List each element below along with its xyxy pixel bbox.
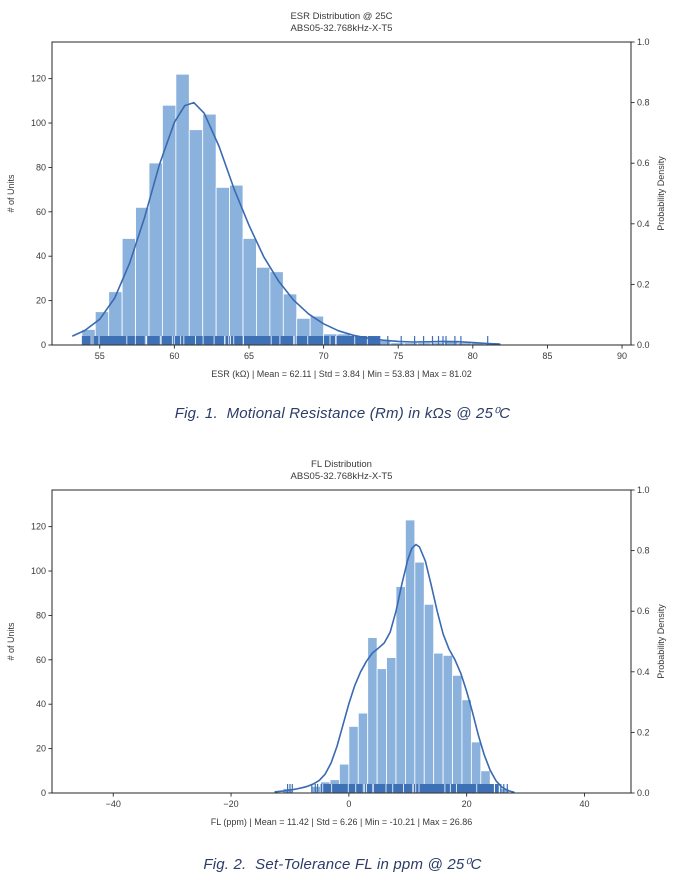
histogram-bar — [269, 271, 284, 346]
histogram-bar — [386, 657, 397, 794]
y-left-tick-label: 80 — [36, 610, 46, 620]
fl-distribution-chart: −40 −20 0 20 40 0 20 40 60 80 100 120 0.0 0.2 0.4 0.6 0.… — [6, 459, 666, 827]
histogram-bars — [282, 519, 510, 794]
x-tick-label: −40 — [106, 799, 121, 809]
y-right-tick-label: 0.2 — [637, 279, 650, 289]
histogram-bar — [348, 726, 359, 794]
y-right-tick-label: 0.0 — [637, 340, 650, 350]
x-tick-label: 55 — [95, 351, 105, 361]
chart-title: FL Distribution — [311, 459, 372, 470]
y-right-tick-label: 0.4 — [637, 219, 650, 229]
y-left-tick-label: 20 — [36, 296, 46, 306]
y-left-tick-label: 60 — [36, 655, 46, 665]
y-right-tick-label: 0.6 — [637, 606, 650, 616]
x-tick-label: 75 — [393, 351, 403, 361]
x-tick-label: 85 — [542, 351, 552, 361]
y-axis-label-right: Probability Density — [656, 604, 666, 679]
histogram-bar — [242, 238, 257, 346]
histogram-bar — [414, 561, 425, 794]
figure2-caption: Fig. 2. Set-Tolerance FL in ppm @ 25⁰C — [203, 856, 482, 873]
histogram-bar — [175, 73, 190, 346]
rug-plot — [81, 336, 489, 345]
histogram-bar — [461, 699, 472, 794]
y-right-tick-label: 0.8 — [637, 546, 650, 556]
histogram-bar — [229, 184, 244, 346]
figure1-caption: Fig. 1. Motional Resistance (Rm) in kΩs … — [174, 405, 511, 422]
kde-curve — [274, 543, 515, 793]
y-left-tick-label: 120 — [31, 522, 46, 532]
kde-curve — [72, 101, 501, 345]
y-right-tick-label: 1.0 — [637, 37, 650, 47]
y-right-tick-label: 0.4 — [637, 667, 650, 677]
histogram-bar — [395, 586, 406, 794]
y-left-tick-label: 100 — [31, 118, 46, 128]
histogram-bar — [215, 186, 230, 346]
histogram-bar — [367, 637, 378, 794]
x-tick-label: 70 — [319, 351, 329, 361]
y-left-tick-label: 20 — [36, 744, 46, 754]
y-right-tick-label: 1.0 — [637, 485, 650, 495]
chart-subtitle: ABS05-32.768kHz-X-T5 — [291, 23, 393, 34]
esr-distribution-chart: 55 60 65 70 75 80 85 90 0 20 40 60 80 100 120 0.0 0.2 0.4… — [6, 11, 666, 379]
x-tick-label: 65 — [244, 351, 254, 361]
x-tick-label: 60 — [169, 351, 179, 361]
y-right-tick-label: 0.0 — [637, 788, 650, 798]
histogram-bar — [188, 129, 204, 346]
histogram-bar — [148, 162, 163, 346]
x-tick-label: 20 — [462, 799, 472, 809]
histogram-bar — [452, 674, 463, 794]
rug-plot — [287, 784, 508, 793]
y-axis-label-left: # of Units — [6, 622, 16, 661]
chart-title: ESR Distribution @ 25C — [290, 11, 392, 22]
y-right-tick-label: 0.6 — [637, 158, 650, 168]
x-tick-label: 90 — [617, 351, 627, 361]
y-left-tick-label: 80 — [36, 162, 46, 172]
histogram-bars — [81, 73, 499, 346]
y-axis-label-left: # of Units — [6, 174, 16, 213]
y-left-tick-label: 0 — [41, 788, 46, 798]
axes: 55 60 65 70 75 80 85 90 0 20 40 60 80 100 120 0.0 0.2 0.4… — [31, 37, 650, 361]
histogram-bar — [357, 712, 369, 794]
histogram-bar — [256, 266, 271, 346]
histogram-bar — [423, 603, 435, 794]
y-right-tick-label: 0.8 — [637, 98, 650, 108]
x-tick-label: 40 — [579, 799, 589, 809]
histogram-bar — [162, 104, 177, 346]
y-left-tick-label: 60 — [36, 207, 46, 217]
histogram-bar — [202, 113, 217, 346]
x-tick-label: 80 — [468, 351, 478, 361]
rug-strip — [81, 336, 381, 345]
histogram-bar — [433, 652, 444, 794]
y-left-tick-label: 40 — [36, 251, 46, 261]
x-axis-label: FL (ppm) | Mean = 11.42 | Std = 6.26 | M… — [211, 817, 473, 827]
chart-subtitle: ABS05-32.768kHz-X-T5 — [291, 471, 393, 482]
x-tick-label: −20 — [223, 799, 238, 809]
y-right-tick-label: 0.2 — [637, 727, 650, 737]
axes: −40 −20 0 20 40 0 20 40 60 80 100 120 0.0 0.2 0.4 0.6 0.… — [31, 485, 650, 809]
plot-border — [51, 489, 632, 794]
y-left-tick-label: 40 — [36, 699, 46, 709]
histogram-bar — [442, 654, 453, 794]
y-left-tick-label: 0 — [41, 340, 46, 350]
histogram-bar — [376, 668, 387, 794]
x-tick-label: 0 — [346, 799, 351, 809]
histogram-bar — [121, 238, 136, 346]
rug-strip — [320, 784, 499, 793]
y-left-tick-label: 120 — [31, 74, 46, 84]
y-left-tick-label: 100 — [31, 566, 46, 576]
histogram-bar — [135, 206, 150, 346]
x-axis-label: ESR (kΩ) | Mean = 62.11 | Std = 3.84 | M… — [211, 369, 472, 379]
plot-border — [51, 41, 632, 346]
y-axis-label-right: Probability Density — [656, 156, 666, 231]
